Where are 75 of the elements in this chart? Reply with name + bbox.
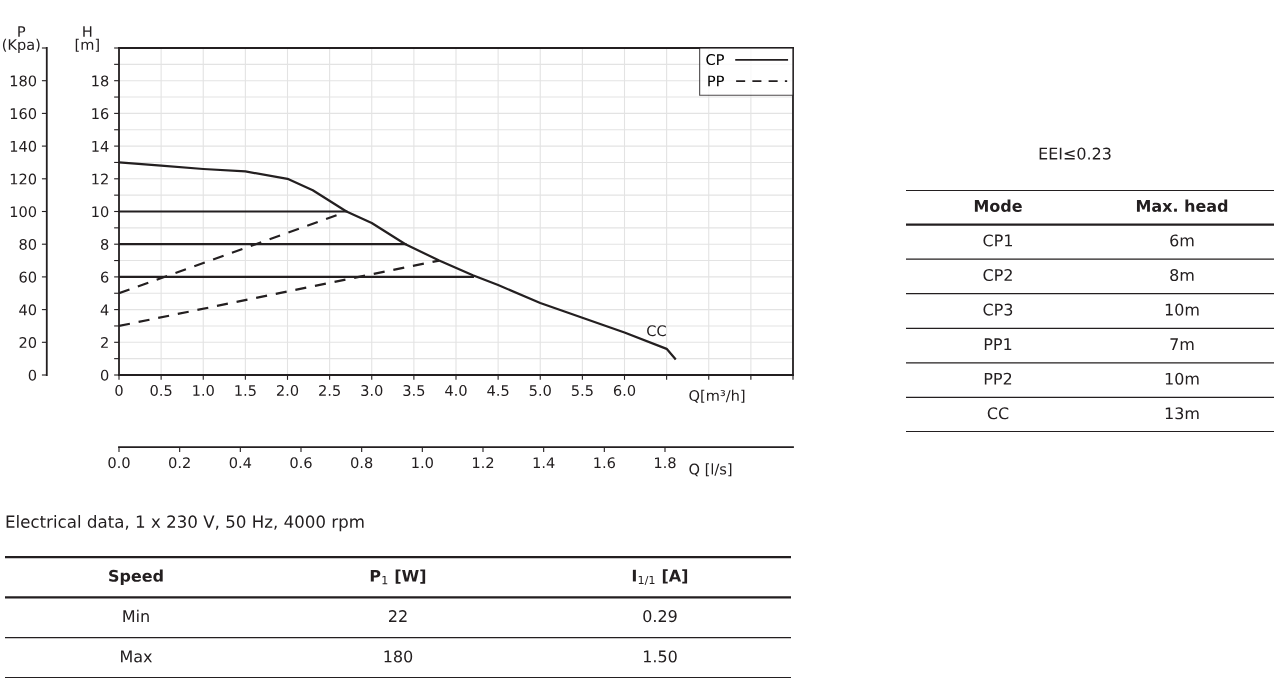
y-tick-label: 10 (92, 206, 109, 218)
x-tick-label: 0.5 (150, 384, 172, 397)
y2-axis-title: P (Kpa) (2, 26, 40, 53)
category-label: Speed (109, 569, 163, 585)
x2-tick-label: 0.8 (351, 457, 373, 469)
y-tick-label: 8 (100, 238, 109, 250)
y2-tick-label: 20 (19, 337, 37, 349)
text: 0.29 (643, 610, 677, 623)
text: CC (987, 407, 1009, 420)
y2-tick-label: 0 (28, 369, 37, 381)
x-tick-label: 6.0 (613, 384, 636, 397)
x-tick-label: 5.5 (571, 385, 593, 397)
category-label: I$_{1/1}$ [A] (632, 569, 688, 586)
x2-axis-title: Q [l/s] (689, 463, 732, 477)
x-tick-label: 4.0 (445, 384, 467, 397)
y2-tick-label: 60 (19, 271, 37, 283)
x-tick-label: 0 (115, 384, 123, 397)
y2-tick-label: 120 (10, 173, 37, 185)
y-axis-title: H [m] (75, 26, 99, 52)
x-tick-label: 1.5 (235, 385, 256, 397)
text: Max (121, 650, 152, 663)
x2-tick-label: 1.2 (473, 457, 494, 469)
text: 180 (384, 650, 413, 663)
x-tick-label: 5.0 (529, 384, 551, 397)
y2-tick-label: 160 (10, 108, 37, 120)
x-tick-label: 4.5 (487, 385, 509, 397)
x-tick-label: 1.0 (193, 384, 214, 397)
text: Min (123, 609, 149, 622)
y2-tick-label: 180 (10, 75, 37, 87)
x-tick-label: 2.5 (319, 384, 340, 397)
text: 8m (1170, 268, 1194, 282)
x2-tick-label: 0.6 (290, 457, 312, 469)
x-tick-label: 3.5 (403, 384, 425, 397)
text: 7m (1170, 338, 1194, 350)
category-label: Max. head (1136, 199, 1228, 212)
x2-tick-label: 0.4 (229, 457, 252, 469)
x-tick-label: 2.0 (276, 384, 299, 397)
x2-tick-label: 0.2 (169, 457, 190, 469)
y-tick-label: 14 (92, 141, 109, 152)
text: Electrical data, 1 x 230 V, 50 Hz, 4000 rpm (6, 515, 364, 532)
y-tick-label: 0 (100, 369, 109, 381)
x2-tick-label: 1.6 (594, 457, 616, 469)
y2-tick-label: 140 (10, 140, 37, 152)
y-tick-label: 6 (101, 271, 109, 283)
category-label: P$_{1}$ [W] (370, 569, 426, 585)
series-label: CC (647, 325, 666, 337)
text: 10m (1165, 303, 1199, 316)
x2-tick-label: 0.0 (108, 457, 130, 469)
text: 6m (1170, 234, 1194, 247)
x-tick-label: 3.0 (361, 384, 383, 397)
text: EEI≤0.23 (1039, 147, 1111, 160)
text: CP1 (983, 234, 1012, 247)
y2-tick-label: 100 (10, 206, 37, 218)
y2-tick-label: 40 (19, 304, 37, 316)
y2-tick-label: 80 (19, 238, 37, 250)
text: 10m (1165, 372, 1199, 385)
text: 22 (389, 610, 407, 622)
text: CP3 (983, 303, 1013, 316)
y-tick-label: 4 (100, 304, 109, 316)
text: PP1 (984, 338, 1012, 350)
category-label: Mode (974, 199, 1022, 212)
text: 13m (1165, 407, 1199, 420)
x2-tick-label: 1.0 (412, 457, 433, 469)
y-tick-label: 16 (92, 108, 109, 120)
text: PP2 (984, 372, 1012, 385)
legend-label: CP (706, 54, 724, 66)
text: CP2 (983, 268, 1012, 282)
y-tick-label: 2 (101, 337, 108, 348)
y-tick-label: 18 (92, 75, 109, 87)
y-tick-label: 12 (92, 173, 108, 185)
text: 1.50 (643, 650, 677, 663)
x-axis-title: Q[m³/h] (689, 389, 745, 403)
x2-tick-label: 1.8 (655, 457, 676, 469)
legend-label: PP (708, 75, 724, 87)
x2-tick-label: 1.4 (533, 457, 555, 469)
